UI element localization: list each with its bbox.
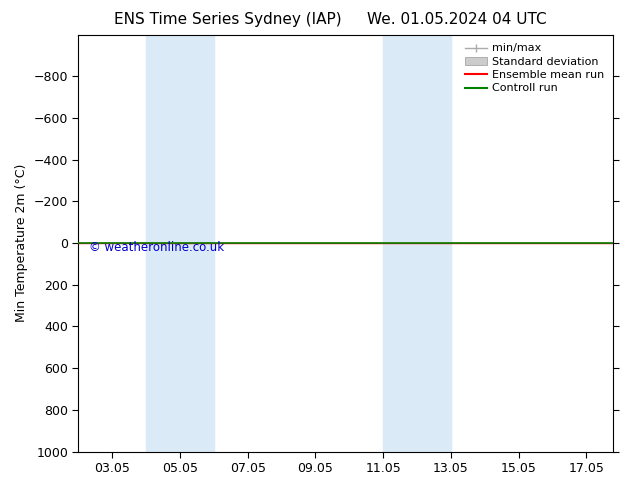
Text: We. 01.05.2024 04 UTC: We. 01.05.2024 04 UTC	[366, 12, 547, 27]
Text: ENS Time Series Sydney (IAP): ENS Time Series Sydney (IAP)	[114, 12, 342, 27]
Text: © weatheronline.co.uk: © weatheronline.co.uk	[89, 241, 224, 254]
Y-axis label: Min Temperature 2m (°C): Min Temperature 2m (°C)	[15, 164, 28, 322]
Bar	[146, 35, 214, 452]
Legend: min/max, Standard deviation, Ensemble mean run, Controll run: min/max, Standard deviation, Ensemble me…	[461, 40, 608, 97]
Bar	[383, 35, 451, 452]
